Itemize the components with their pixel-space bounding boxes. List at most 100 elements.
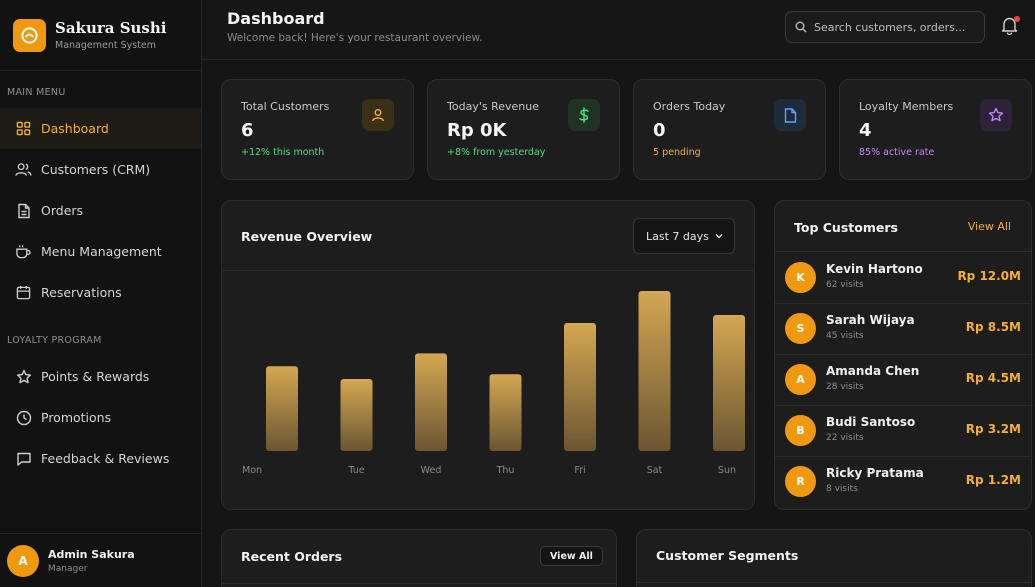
list-item[interactable]: S Sarah Wijaya 45 visits Rp 8.5M [775, 304, 1033, 355]
clock-icon [15, 409, 32, 426]
star-icon [980, 99, 1012, 131]
customer-name: Amanda Chen [826, 364, 920, 378]
customer-segments-panel: Customer Segments [636, 529, 1032, 587]
sidebar-item-reservations[interactable]: Reservations [0, 272, 201, 313]
dropdown-value: Last 7 days [646, 229, 709, 243]
loyalty-program-label: LOYALTY PROGRAM [7, 335, 102, 346]
sidebar-item-label: Customers (CRM) [41, 162, 151, 177]
customer-name: Kevin Hartono [826, 262, 923, 276]
customer-visits: 8 visits [826, 484, 858, 494]
chat-icon [15, 450, 32, 467]
cup-icon [15, 243, 32, 260]
list-item[interactable]: K Kevin Hartono 62 visits Rp 12.0M [775, 253, 1033, 304]
chevron-down-icon [714, 231, 724, 244]
stat-label: Today's Revenue [447, 100, 539, 113]
calendar-icon [15, 284, 32, 301]
x-tick-label: Sun [718, 465, 736, 476]
chart-bar-sun[interactable] [713, 315, 745, 451]
customer-amount: Rp 12.0M [957, 269, 1021, 283]
sidebar-item-label: Dashboard [41, 121, 109, 136]
panel-title: Revenue Overview [241, 229, 373, 244]
document-icon [15, 202, 32, 219]
user-role: Manager [48, 563, 88, 574]
customer-name: Budi Santoso [826, 415, 916, 429]
avatar: B [785, 415, 816, 446]
customer-visits: 22 visits [826, 433, 864, 443]
user-icon [362, 99, 394, 131]
stat-value: 6 [241, 120, 254, 141]
panel-divider [775, 251, 1031, 252]
stat-label: Loyalty Members [859, 100, 954, 113]
avatar: S [785, 313, 816, 344]
sidebar-item-orders[interactable]: Orders [0, 190, 201, 231]
view-all-customers-link[interactable]: View All [967, 220, 1011, 233]
panel-divider [637, 582, 1031, 583]
star-icon [15, 368, 32, 385]
stat-card-loyalty-members: Loyalty Members 4 85% active rate [839, 79, 1032, 180]
customer-visits: 28 visits [826, 382, 864, 392]
revenue-bar-chart: Mon Tue Wed Thu Fri Sat Sun [242, 291, 745, 476]
view-all-orders-button[interactable]: View All [540, 546, 603, 566]
search-box[interactable] [785, 11, 985, 43]
sidebar-item-label: Feedback & Reviews [41, 451, 170, 466]
stat-note: 85% active rate [859, 147, 935, 158]
customer-amount: Rp 8.5M [965, 320, 1021, 334]
panel-divider [222, 583, 616, 584]
customer-amount: Rp 3.2M [965, 422, 1021, 436]
panel-title: Recent Orders [241, 549, 343, 564]
chart-bar-wed[interactable] [415, 353, 447, 451]
x-tick-label: Thu [496, 465, 515, 476]
chart-bar-fri[interactable] [564, 323, 596, 451]
sidebar-item-label: Promotions [41, 410, 112, 425]
stat-card-orders-today: Orders Today 0 5 pending [633, 79, 826, 180]
sidebar-item-customers[interactable]: Customers (CRM) [0, 149, 201, 190]
stat-card-todays-revenue: Today's Revenue Rp 0K +8% from yesterday [427, 79, 620, 180]
grid-icon [15, 120, 32, 137]
header: Dashboard Welcome back! Here's your rest… [202, 0, 1035, 60]
x-tick-label: Tue [347, 465, 364, 476]
customer-visits: 62 visits [826, 280, 864, 290]
customer-name: Ricky Pratama [826, 466, 924, 480]
brand-subtitle: Management System [55, 39, 157, 51]
x-tick-label: Wed [421, 465, 442, 476]
panel-title: Customer Segments [656, 548, 799, 563]
list-item[interactable]: A Amanda Chen 28 visits Rp 4.5M [775, 355, 1033, 406]
sidebar-item-label: Menu Management [41, 244, 162, 259]
date-range-dropdown[interactable]: Last 7 days [633, 218, 735, 254]
brand-logo-icon [13, 18, 46, 52]
sidebar-item-feedback-reviews[interactable]: Feedback & Reviews [0, 438, 201, 479]
stat-label: Orders Today [653, 100, 726, 113]
brand[interactable]: Sakura Sushi Management System [0, 0, 201, 71]
file-icon [774, 99, 806, 131]
list-item[interactable]: B Budi Santoso 22 visits Rp 3.2M [775, 406, 1033, 457]
main-menu-label: MAIN MENU [7, 87, 66, 98]
sidebar-item-dashboard[interactable]: Dashboard [0, 108, 201, 149]
sidebar-item-menu-management[interactable]: Menu Management [0, 231, 201, 272]
customer-name: Sarah Wijaya [826, 313, 915, 327]
search-input[interactable] [814, 20, 974, 34]
chart-bar-mon[interactable] [266, 366, 298, 451]
x-tick-label: Sat [647, 465, 663, 476]
stat-card-total-customers: Total Customers 6 +12% this month [221, 79, 414, 180]
avatar: R [785, 466, 816, 497]
brand-name: Sakura Sushi [55, 18, 167, 37]
panel-title: Top Customers [794, 220, 898, 235]
sidebar-item-promotions[interactable]: Promotions [0, 397, 201, 438]
x-tick-label: Fri [574, 465, 585, 476]
users-icon [15, 161, 32, 178]
sidebar-item-label: Reservations [41, 285, 122, 300]
chart-bar-thu[interactable] [489, 374, 522, 451]
user-name: Admin Sakura [48, 547, 135, 561]
chart-bar-sat[interactable] [638, 291, 671, 451]
stat-value: Rp 0K [447, 120, 507, 141]
sidebar: Sakura Sushi Management System MAIN MENU… [0, 0, 202, 587]
stat-note: +8% from yesterday [447, 147, 546, 158]
notification-button[interactable] [1001, 16, 1021, 38]
chart-bar-tue[interactable] [340, 379, 373, 451]
stat-value: 0 [653, 120, 666, 141]
user-profile[interactable]: A Admin Sakura Manager [0, 533, 201, 587]
list-item[interactable]: R Ricky Pratama 8 visits Rp 1.2M [775, 457, 1033, 508]
avatar: K [785, 262, 816, 293]
sidebar-item-points-rewards[interactable]: Points & Rewards [0, 356, 201, 397]
